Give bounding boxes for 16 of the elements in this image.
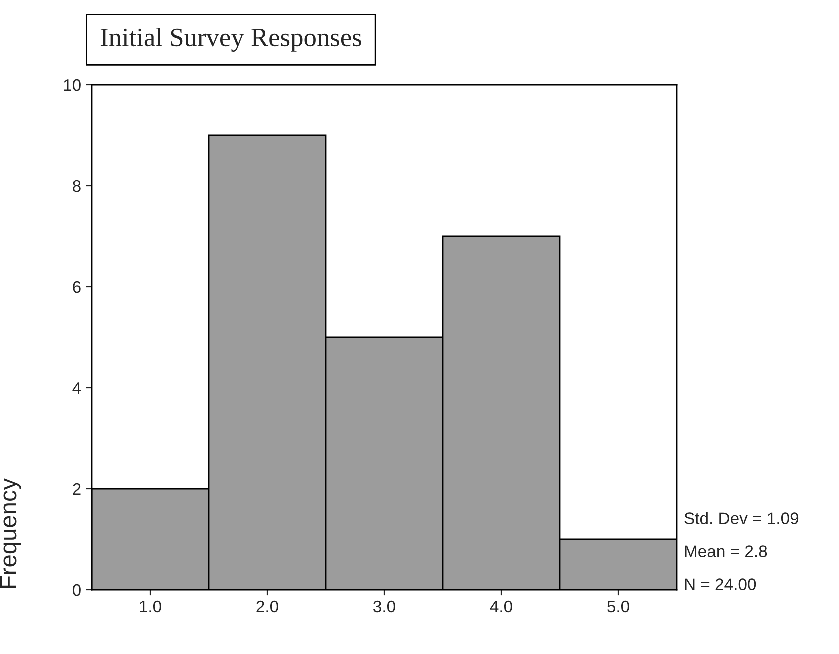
x-tick-label: 4.0 <box>490 600 512 613</box>
y-tick-label: 8 <box>73 180 81 192</box>
text: Std. Dev = 1.09 <box>684 512 799 524</box>
y-axis-title: Frequency <box>0 478 22 588</box>
chart-title: Initial Survey Responses <box>100 28 362 52</box>
y-tick-label: 0 <box>72 584 81 596</box>
x-tick-label: 3.0 <box>374 600 396 613</box>
y-tick-label: 2 <box>73 483 81 496</box>
y-tick-label: 6 <box>73 281 81 294</box>
y-tick-label: 4 <box>72 382 82 394</box>
x-tick-label: 2.0 <box>256 600 278 613</box>
text: N = 24.00 <box>685 578 756 590</box>
x-tick-label: 5.0 <box>608 600 630 613</box>
y-tick-label: 10 <box>64 79 81 92</box>
text: Mean = 2.8 <box>685 546 768 558</box>
x-tick-label: 1.0 <box>140 600 162 613</box>
